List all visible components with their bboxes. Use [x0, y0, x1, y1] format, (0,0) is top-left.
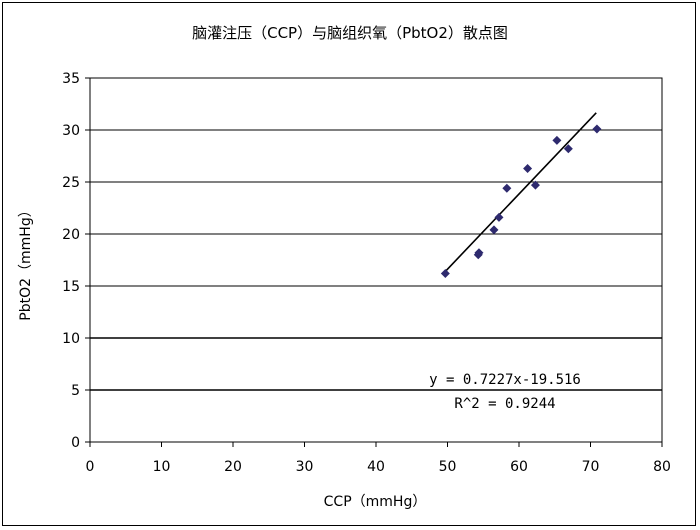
trendline-equation: y = 0.7227x-19.516 — [429, 372, 581, 388]
data-point — [552, 135, 562, 145]
x-tick-label: 0 — [86, 459, 95, 475]
x-axis-label: CCP（mmHg） — [324, 494, 427, 510]
trendline — [443, 112, 597, 274]
chart-title: 脑灌注压（CCP）与脑组织氧（PbtO2）散点图 — [192, 24, 508, 42]
data-point — [530, 180, 540, 190]
y-tick-label: 15 — [62, 279, 80, 295]
x-tick-label: 20 — [224, 459, 242, 475]
data-point — [494, 212, 504, 222]
y-tick-label: 10 — [62, 331, 80, 347]
y-tick-label: 35 — [62, 71, 80, 87]
data-point — [440, 269, 450, 279]
data-point — [489, 225, 499, 235]
data-point — [592, 124, 602, 134]
y-tick-label: 30 — [62, 123, 80, 139]
x-tick-label: 80 — [653, 459, 671, 475]
r-squared-label: R^2 = 0.9244 — [454, 396, 555, 412]
data-point — [474, 248, 484, 258]
y-axis-label: PbtO2（mmHg） — [18, 203, 34, 320]
x-tick-label: 70 — [582, 459, 600, 475]
y-tick-label: 5 — [71, 383, 80, 399]
data-point — [502, 183, 512, 193]
x-tick-label: 50 — [439, 459, 457, 475]
plot-area: 0 5 10 15 20 25 30 35 0 10 20 30 40 50 60 70 80 — [62, 71, 671, 475]
x-tick-label: 60 — [510, 459, 528, 475]
data-point — [523, 163, 533, 173]
x-tick-label: 30 — [296, 459, 314, 475]
x-tick-label: 40 — [367, 459, 385, 475]
y-tick-label: 25 — [62, 175, 80, 191]
y-tick-label: 20 — [62, 227, 80, 243]
y-tick-label: 0 — [71, 435, 80, 451]
x-tick-label: 10 — [153, 459, 171, 475]
data-point — [563, 144, 573, 154]
